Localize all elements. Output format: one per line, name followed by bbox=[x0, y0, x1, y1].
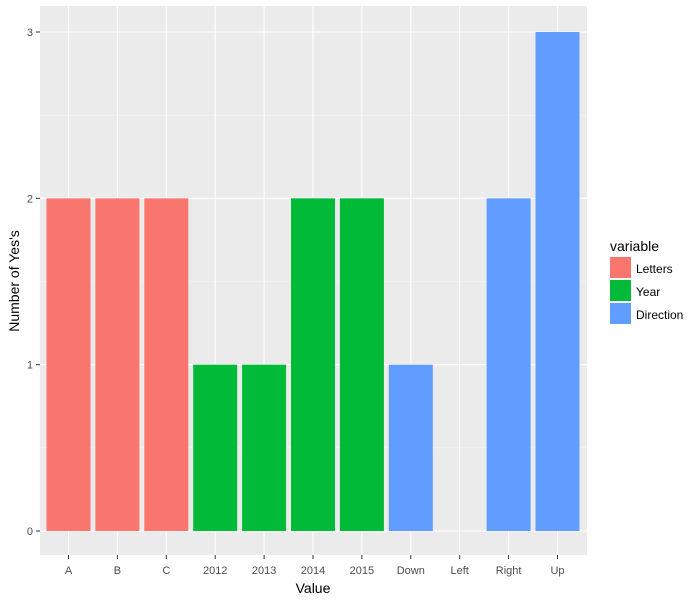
x-tick-label: 2015 bbox=[350, 565, 374, 577]
y-axis-title: Number of Yes's bbox=[6, 230, 22, 332]
bar-right bbox=[486, 198, 531, 531]
x-tick-label: Left bbox=[451, 565, 469, 577]
x-tick-label: 2014 bbox=[301, 565, 325, 577]
y-tick-label: 0 bbox=[27, 526, 33, 538]
legend-key-year bbox=[610, 280, 631, 301]
bars bbox=[46, 32, 580, 531]
bar-2014 bbox=[291, 198, 335, 531]
bar-b bbox=[95, 198, 140, 531]
legend-title: variable bbox=[610, 238, 659, 254]
legend: variable Letters Year Direction bbox=[610, 238, 683, 324]
x-tick-label: B bbox=[114, 565, 121, 577]
legend-label-direction: Direction bbox=[636, 308, 683, 322]
x-tick-label: A bbox=[65, 565, 73, 577]
x-tick-label: Right bbox=[496, 565, 522, 577]
bar-c bbox=[144, 198, 189, 531]
bar-a bbox=[46, 198, 91, 531]
x-tick-label: 2012 bbox=[203, 565, 227, 577]
y-tick-label: 1 bbox=[27, 360, 33, 372]
legend-label-letters: Letters bbox=[636, 262, 673, 276]
bar-2015 bbox=[339, 198, 384, 531]
legend-key-letters bbox=[610, 257, 631, 278]
bar-2012 bbox=[193, 364, 238, 531]
y-tick-label: 3 bbox=[27, 27, 33, 39]
x-tick-label: C bbox=[162, 565, 170, 577]
y-axis: 0 1 2 3 bbox=[27, 27, 40, 538]
x-axis-title: Value bbox=[296, 580, 331, 596]
legend-label-year: Year bbox=[636, 285, 660, 299]
bar-down bbox=[388, 364, 433, 531]
x-tick-label: Down bbox=[397, 565, 425, 577]
x-axis: A B C 2012 2013 2014 2015 Down Left Right Up bbox=[65, 555, 565, 577]
bar-up bbox=[535, 32, 580, 531]
y-tick-label: 2 bbox=[27, 193, 33, 205]
x-tick-label: Up bbox=[550, 565, 564, 577]
bar-2013 bbox=[242, 364, 287, 531]
legend-key-direction bbox=[610, 303, 631, 324]
x-tick-label: 2013 bbox=[252, 565, 276, 577]
